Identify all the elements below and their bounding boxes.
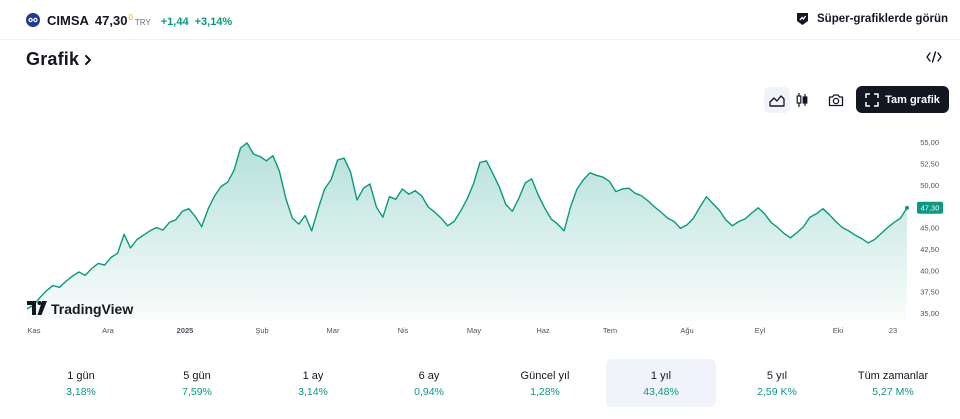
symbol-top-bar: CIMSA 47,30 0 TRY +1,44 +3,14% Süper-gra… bbox=[0, 0, 960, 40]
price-superscript: 0 bbox=[128, 13, 133, 22]
period-change-value: 2,59 K% bbox=[757, 386, 797, 398]
y-axis-tick-label: 52,50 bbox=[920, 159, 939, 168]
period-tab[interactable]: 6 ay 0,94% bbox=[374, 359, 484, 407]
y-axis-tick-label: 55,00 bbox=[920, 138, 939, 147]
x-axis-tick-label: Tem bbox=[603, 326, 617, 335]
x-axis-tick-label: Şub bbox=[255, 326, 268, 335]
period-tab[interactable]: 1 ay 3,14% bbox=[258, 359, 368, 407]
period-change-value: 1,28% bbox=[530, 386, 560, 398]
period-selector: 1 gün 3,18% 5 gün 7,59% 1 ay 3,14% 6 ay 0,94% Gü… bbox=[26, 359, 934, 407]
chart-section-title[interactable]: Grafik bbox=[26, 49, 93, 70]
company-logo-icon bbox=[26, 13, 40, 27]
period-tab[interactable]: 1 yıl 43,48% bbox=[606, 359, 716, 407]
y-axis-tick-label: 35,00 bbox=[920, 309, 939, 318]
full-chart-button[interactable]: Tam grafik bbox=[856, 86, 949, 113]
period-label: 1 yıl bbox=[650, 370, 672, 382]
section-title-text: Grafik bbox=[26, 49, 80, 69]
y-axis-tick-label: 40,00 bbox=[920, 266, 939, 275]
snapshot-button[interactable] bbox=[823, 87, 849, 113]
price-chart[interactable]: 55,0052,5050,0047,5045,0042,5040,0037,50… bbox=[0, 115, 960, 340]
period-change-value: 0,94% bbox=[414, 386, 444, 398]
price-area-fill bbox=[27, 142, 907, 321]
period-change-value: 3,18% bbox=[66, 386, 96, 398]
period-label: Tüm zamanlar bbox=[857, 370, 929, 382]
period-label: 6 ay bbox=[418, 370, 440, 382]
y-axis-tick-label: 50,00 bbox=[920, 181, 939, 190]
y-axis-tick-label: 45,00 bbox=[920, 224, 939, 233]
area-chart-button[interactable] bbox=[764, 87, 790, 113]
period-change-value: 43,48% bbox=[643, 386, 679, 398]
x-axis-tick-label: Ağu bbox=[680, 326, 693, 335]
tradingview-logo-icon bbox=[27, 301, 47, 315]
chevron-right-icon bbox=[85, 54, 92, 65]
super-charts-link[interactable]: Süper-grafiklerde görün bbox=[795, 11, 948, 26]
period-tab[interactable]: 5 yıl 2,59 K% bbox=[722, 359, 832, 407]
super-charts-icon bbox=[797, 13, 808, 25]
camera-icon bbox=[828, 94, 844, 107]
period-tab[interactable]: 1 gün 3,18% bbox=[26, 359, 136, 407]
x-axis-tick-label: Ara bbox=[102, 326, 115, 335]
candlestick-icon bbox=[796, 93, 808, 107]
ticker-summary[interactable]: CIMSA 47,30 0 TRY +1,44 +3,14% bbox=[26, 11, 238, 28]
period-label: Güncel yıl bbox=[520, 370, 570, 382]
x-axis-tick-label: Eki bbox=[833, 326, 844, 335]
x-axis-tick-label: Haz bbox=[536, 326, 550, 335]
fullscreen-icon bbox=[865, 92, 879, 107]
symbol-name: CIMSA bbox=[47, 13, 89, 28]
price-change-percent: +3,14% bbox=[194, 16, 233, 28]
price-line bbox=[26, 142, 908, 310]
y-axis-tick-label: 37,50 bbox=[920, 288, 939, 297]
period-change-value: 3,14% bbox=[298, 386, 328, 398]
price-change: +1,44 bbox=[160, 16, 189, 28]
last-price-marker bbox=[917, 201, 943, 214]
tradingview-watermark: TradingView bbox=[27, 301, 133, 317]
period-label: 1 gün bbox=[67, 370, 95, 382]
y-axis-tick-label: 42,50 bbox=[920, 245, 939, 254]
x-axis-tick-label: Eyl bbox=[755, 326, 766, 335]
last-price-label: 47,30 bbox=[921, 204, 940, 213]
tradingview-watermark-text: TradingView bbox=[51, 301, 133, 317]
period-change-value: 5,27 M% bbox=[872, 386, 914, 398]
x-axis-tick-label: 2025 bbox=[177, 326, 194, 335]
x-axis-tick-label: May bbox=[467, 326, 481, 335]
code-embed-icon[interactable] bbox=[926, 50, 942, 64]
x-axis-tick-label: Nis bbox=[398, 326, 409, 335]
full-chart-label: Tam grafik bbox=[885, 93, 940, 106]
period-change-value: 7,59% bbox=[182, 386, 212, 398]
currency-code: TRY bbox=[134, 18, 151, 27]
area-chart-icon bbox=[769, 95, 785, 107]
period-label: 5 yıl bbox=[766, 370, 788, 382]
period-tab[interactable]: Tüm zamanlar 5,27 M% bbox=[838, 359, 948, 407]
last-price-dot bbox=[905, 205, 909, 210]
period-label: 5 gün bbox=[183, 370, 211, 382]
x-axis-tick-label: 23 bbox=[889, 326, 897, 335]
period-tab[interactable]: Güncel yıl 1,28% bbox=[490, 359, 600, 407]
x-axis-tick-label: Mar bbox=[327, 326, 340, 335]
candlestick-chart-button[interactable] bbox=[789, 87, 815, 113]
x-axis-tick-label: Kas bbox=[28, 326, 41, 335]
super-charts-label: Süper-grafiklerde görün bbox=[817, 12, 948, 25]
last-price: 47,30 bbox=[94, 13, 128, 28]
period-tab[interactable]: 5 gün 7,59% bbox=[142, 359, 252, 407]
period-label: 1 ay bbox=[302, 370, 324, 382]
